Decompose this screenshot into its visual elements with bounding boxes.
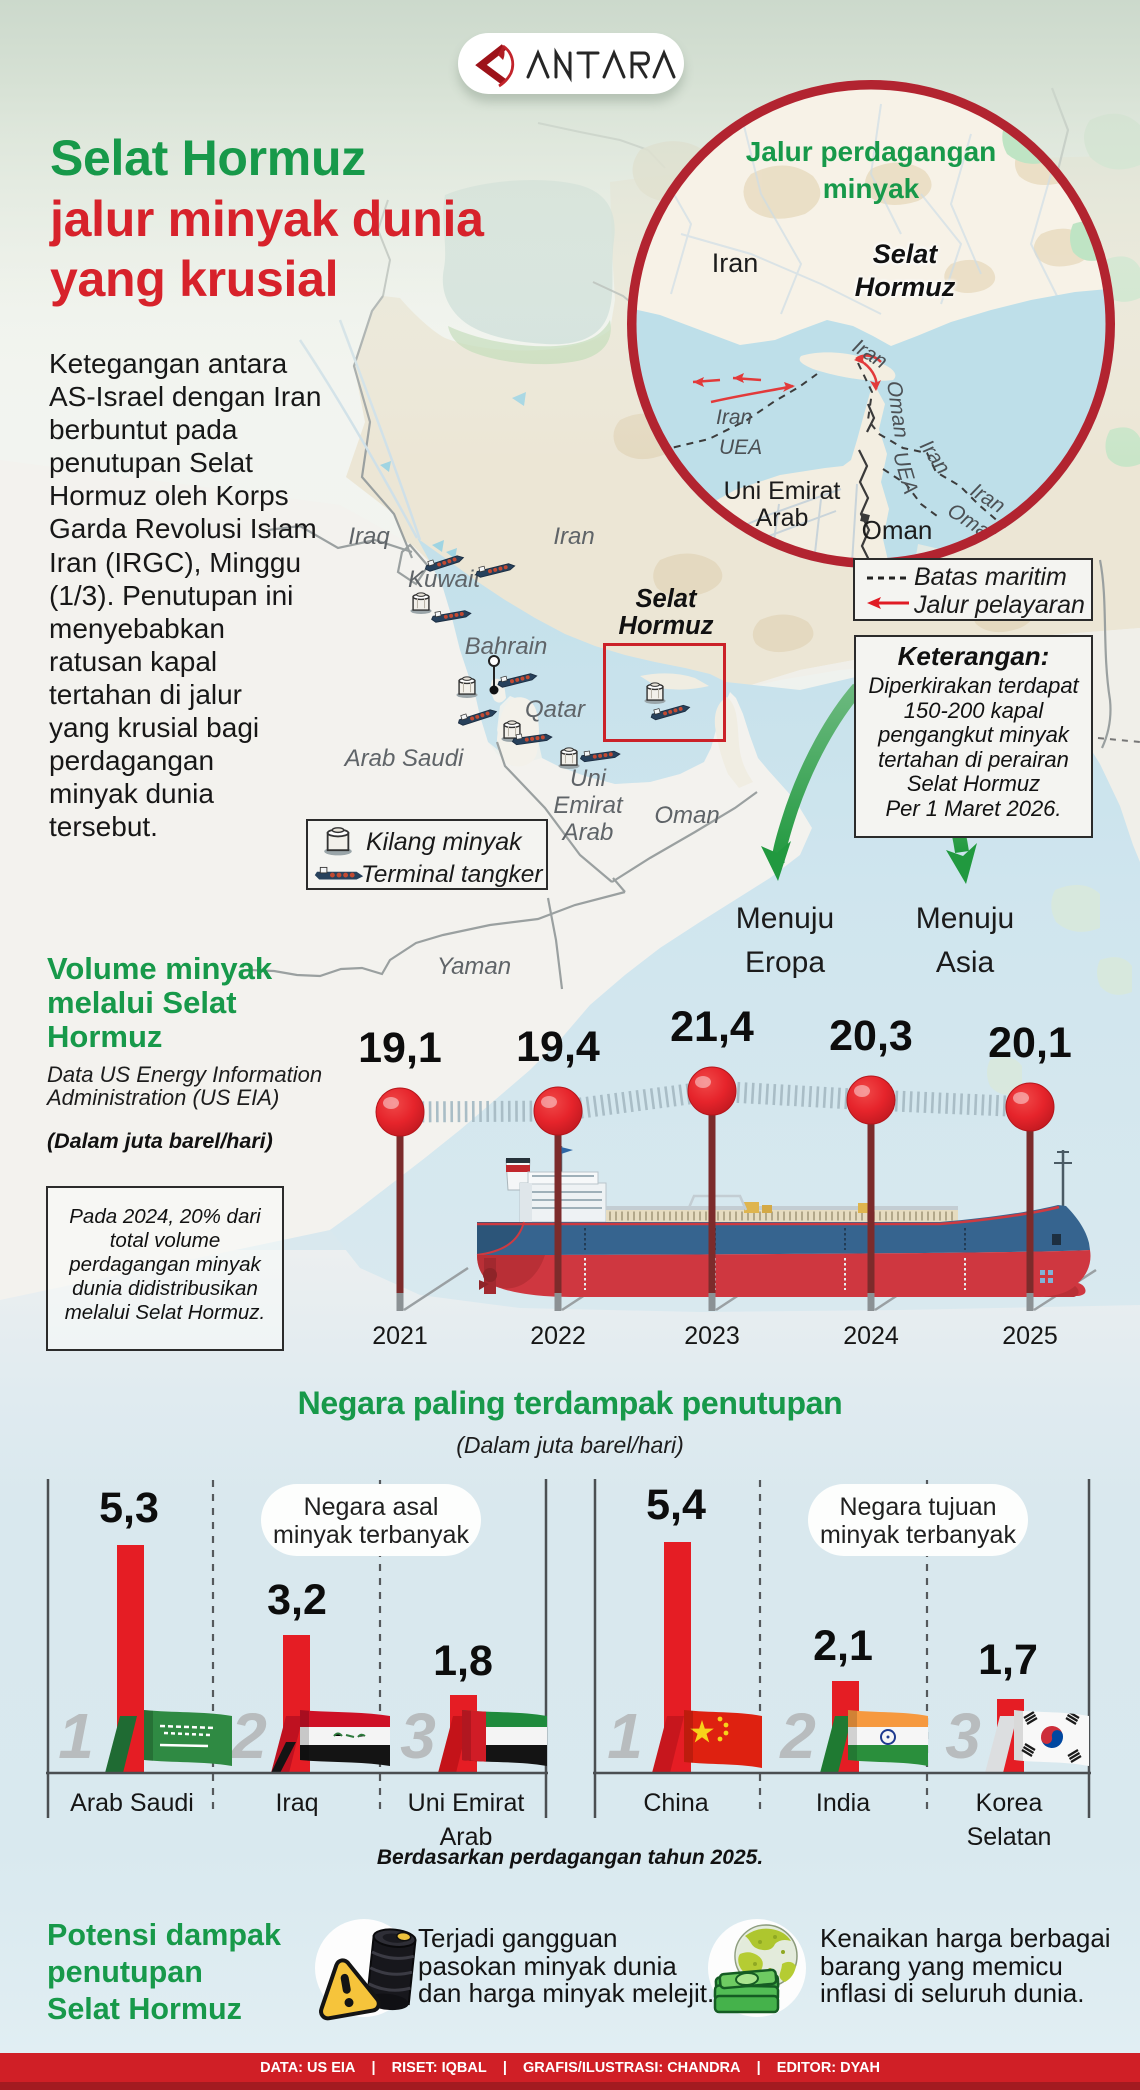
- svg-text:3: 3: [400, 1700, 436, 1772]
- svg-text:2: 2: [779, 1700, 816, 1772]
- svg-text:Iran: Iran: [716, 406, 752, 429]
- svg-text:2: 2: [230, 1700, 267, 1772]
- svg-text:1: 1: [607, 1700, 643, 1772]
- svg-text:3: 3: [945, 1700, 981, 1772]
- svg-text:1: 1: [58, 1700, 94, 1772]
- svg-text:UEA: UEA: [719, 436, 762, 459]
